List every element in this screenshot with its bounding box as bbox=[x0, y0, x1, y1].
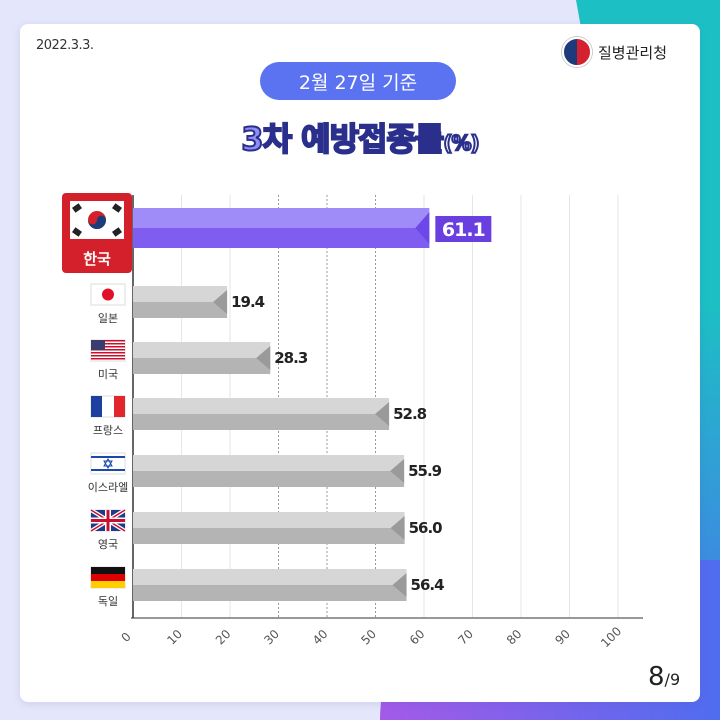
flag-part bbox=[91, 355, 125, 357]
bar-top bbox=[133, 398, 390, 414]
germany-flag-icon bbox=[90, 566, 126, 589]
bar-group: 56.4 독일 bbox=[90, 566, 445, 608]
flag-part bbox=[91, 340, 125, 342]
bar-top bbox=[133, 569, 407, 585]
page-total: /9 bbox=[664, 670, 681, 689]
title-unit: (%) bbox=[442, 130, 480, 156]
date-basis-badge: 2월 27일 기준 bbox=[260, 62, 456, 100]
flag-part bbox=[102, 288, 114, 301]
country-label: 일본 bbox=[98, 311, 118, 325]
flag-part bbox=[91, 352, 125, 354]
flag-part bbox=[91, 581, 125, 588]
flag-part bbox=[91, 574, 125, 581]
trigram bbox=[72, 203, 82, 213]
trigram bbox=[72, 227, 82, 237]
bar bbox=[133, 228, 430, 248]
flag-part bbox=[103, 460, 113, 470]
page-indicator: 8/9 bbox=[648, 662, 680, 692]
flag-part bbox=[91, 567, 125, 574]
bar-top bbox=[133, 208, 430, 228]
country-label: 영국 bbox=[98, 538, 118, 551]
bar-group: 55.9 이스라엘 bbox=[88, 452, 443, 494]
bar bbox=[133, 358, 271, 374]
value-label: 61.1 bbox=[442, 219, 485, 241]
uk-flag-icon bbox=[89, 508, 127, 533]
x-tick-label: 50 bbox=[358, 627, 379, 648]
kdca-emblem-icon bbox=[562, 37, 592, 67]
bar bbox=[133, 414, 390, 430]
flag-part bbox=[114, 396, 125, 417]
value-label: 56.0 bbox=[409, 519, 443, 537]
bar-end-bevel bbox=[415, 212, 430, 244]
bar-group: 28.3 미국 bbox=[90, 339, 309, 381]
kdca-logo: 질병관리청 bbox=[562, 37, 667, 67]
logo-text: 질병관리청 bbox=[598, 43, 668, 62]
value-label: 56.4 bbox=[411, 576, 445, 594]
x-tick-label: 40 bbox=[310, 627, 331, 648]
x-tick-label: 20 bbox=[213, 627, 234, 648]
bar-top bbox=[133, 286, 228, 302]
flag-part bbox=[91, 358, 125, 360]
usa-flag-icon bbox=[90, 339, 126, 362]
x-tick-label: 10 bbox=[164, 627, 185, 648]
bar-end-bevel bbox=[390, 516, 405, 540]
country-label: 독일 bbox=[98, 594, 118, 608]
flag-part bbox=[91, 340, 105, 350]
flag-part bbox=[91, 346, 125, 348]
bar-group: 61.1 한국 bbox=[62, 193, 492, 273]
bar-group: 52.8 프랑스 bbox=[90, 395, 428, 437]
trigram bbox=[112, 203, 122, 213]
page-current: 8 bbox=[648, 662, 665, 692]
bar-end-bevel bbox=[390, 459, 405, 483]
bar bbox=[133, 471, 405, 487]
japan-flag-icon bbox=[90, 283, 126, 306]
country-label: 이스라엘 bbox=[88, 481, 128, 494]
israel-flag-icon bbox=[90, 452, 126, 475]
country-label: 미국 bbox=[98, 368, 118, 381]
value-label: 19.4 bbox=[231, 293, 265, 311]
flag-part bbox=[91, 343, 125, 345]
bar-group: 19.4 일본 bbox=[90, 283, 266, 325]
bar-group: 56.0 영국 bbox=[89, 508, 443, 551]
bar-end-bevel bbox=[256, 346, 271, 370]
flag-part bbox=[91, 396, 102, 417]
value-label-bg bbox=[435, 216, 492, 242]
flag-part bbox=[91, 510, 125, 531]
flag-part bbox=[103, 457, 113, 467]
value-label: 52.8 bbox=[393, 405, 427, 423]
title-main: 예방접종률 bbox=[300, 119, 445, 159]
trigram bbox=[112, 227, 122, 237]
bar-top bbox=[133, 342, 271, 358]
title-highlight: 3차 bbox=[240, 119, 293, 159]
date: 2022.3.3. bbox=[36, 38, 94, 53]
x-tick-label: 80 bbox=[504, 627, 525, 648]
x-tick-label: 90 bbox=[552, 627, 573, 648]
x-tick-label: 60 bbox=[407, 627, 428, 648]
flag-part bbox=[91, 456, 125, 458]
x-tick-label: 70 bbox=[455, 627, 476, 648]
bar-top bbox=[133, 455, 405, 471]
bar bbox=[133, 585, 407, 601]
france-flag-icon bbox=[90, 395, 126, 418]
x-tick-label: 0 bbox=[119, 630, 134, 645]
chart-title: 3차 예방접종률(%) bbox=[0, 114, 720, 160]
korea-flag-icon bbox=[88, 215, 106, 229]
bar-top bbox=[133, 512, 405, 528]
flag-part bbox=[91, 349, 125, 351]
x-tick-label: 30 bbox=[261, 627, 282, 648]
country-label: 한국 bbox=[83, 250, 111, 268]
bar-end-bevel bbox=[392, 573, 407, 597]
value-label: 28.3 bbox=[274, 349, 308, 367]
bar-end-bevel bbox=[213, 290, 228, 314]
bar-end-bevel bbox=[375, 402, 390, 426]
bar bbox=[133, 528, 405, 544]
flag-bg bbox=[90, 452, 126, 475]
bar bbox=[133, 302, 228, 318]
country-label: 프랑스 bbox=[93, 424, 123, 437]
value-label: 55.9 bbox=[408, 462, 442, 480]
flag-part bbox=[91, 469, 125, 471]
x-tick-label: 100 bbox=[598, 624, 624, 650]
